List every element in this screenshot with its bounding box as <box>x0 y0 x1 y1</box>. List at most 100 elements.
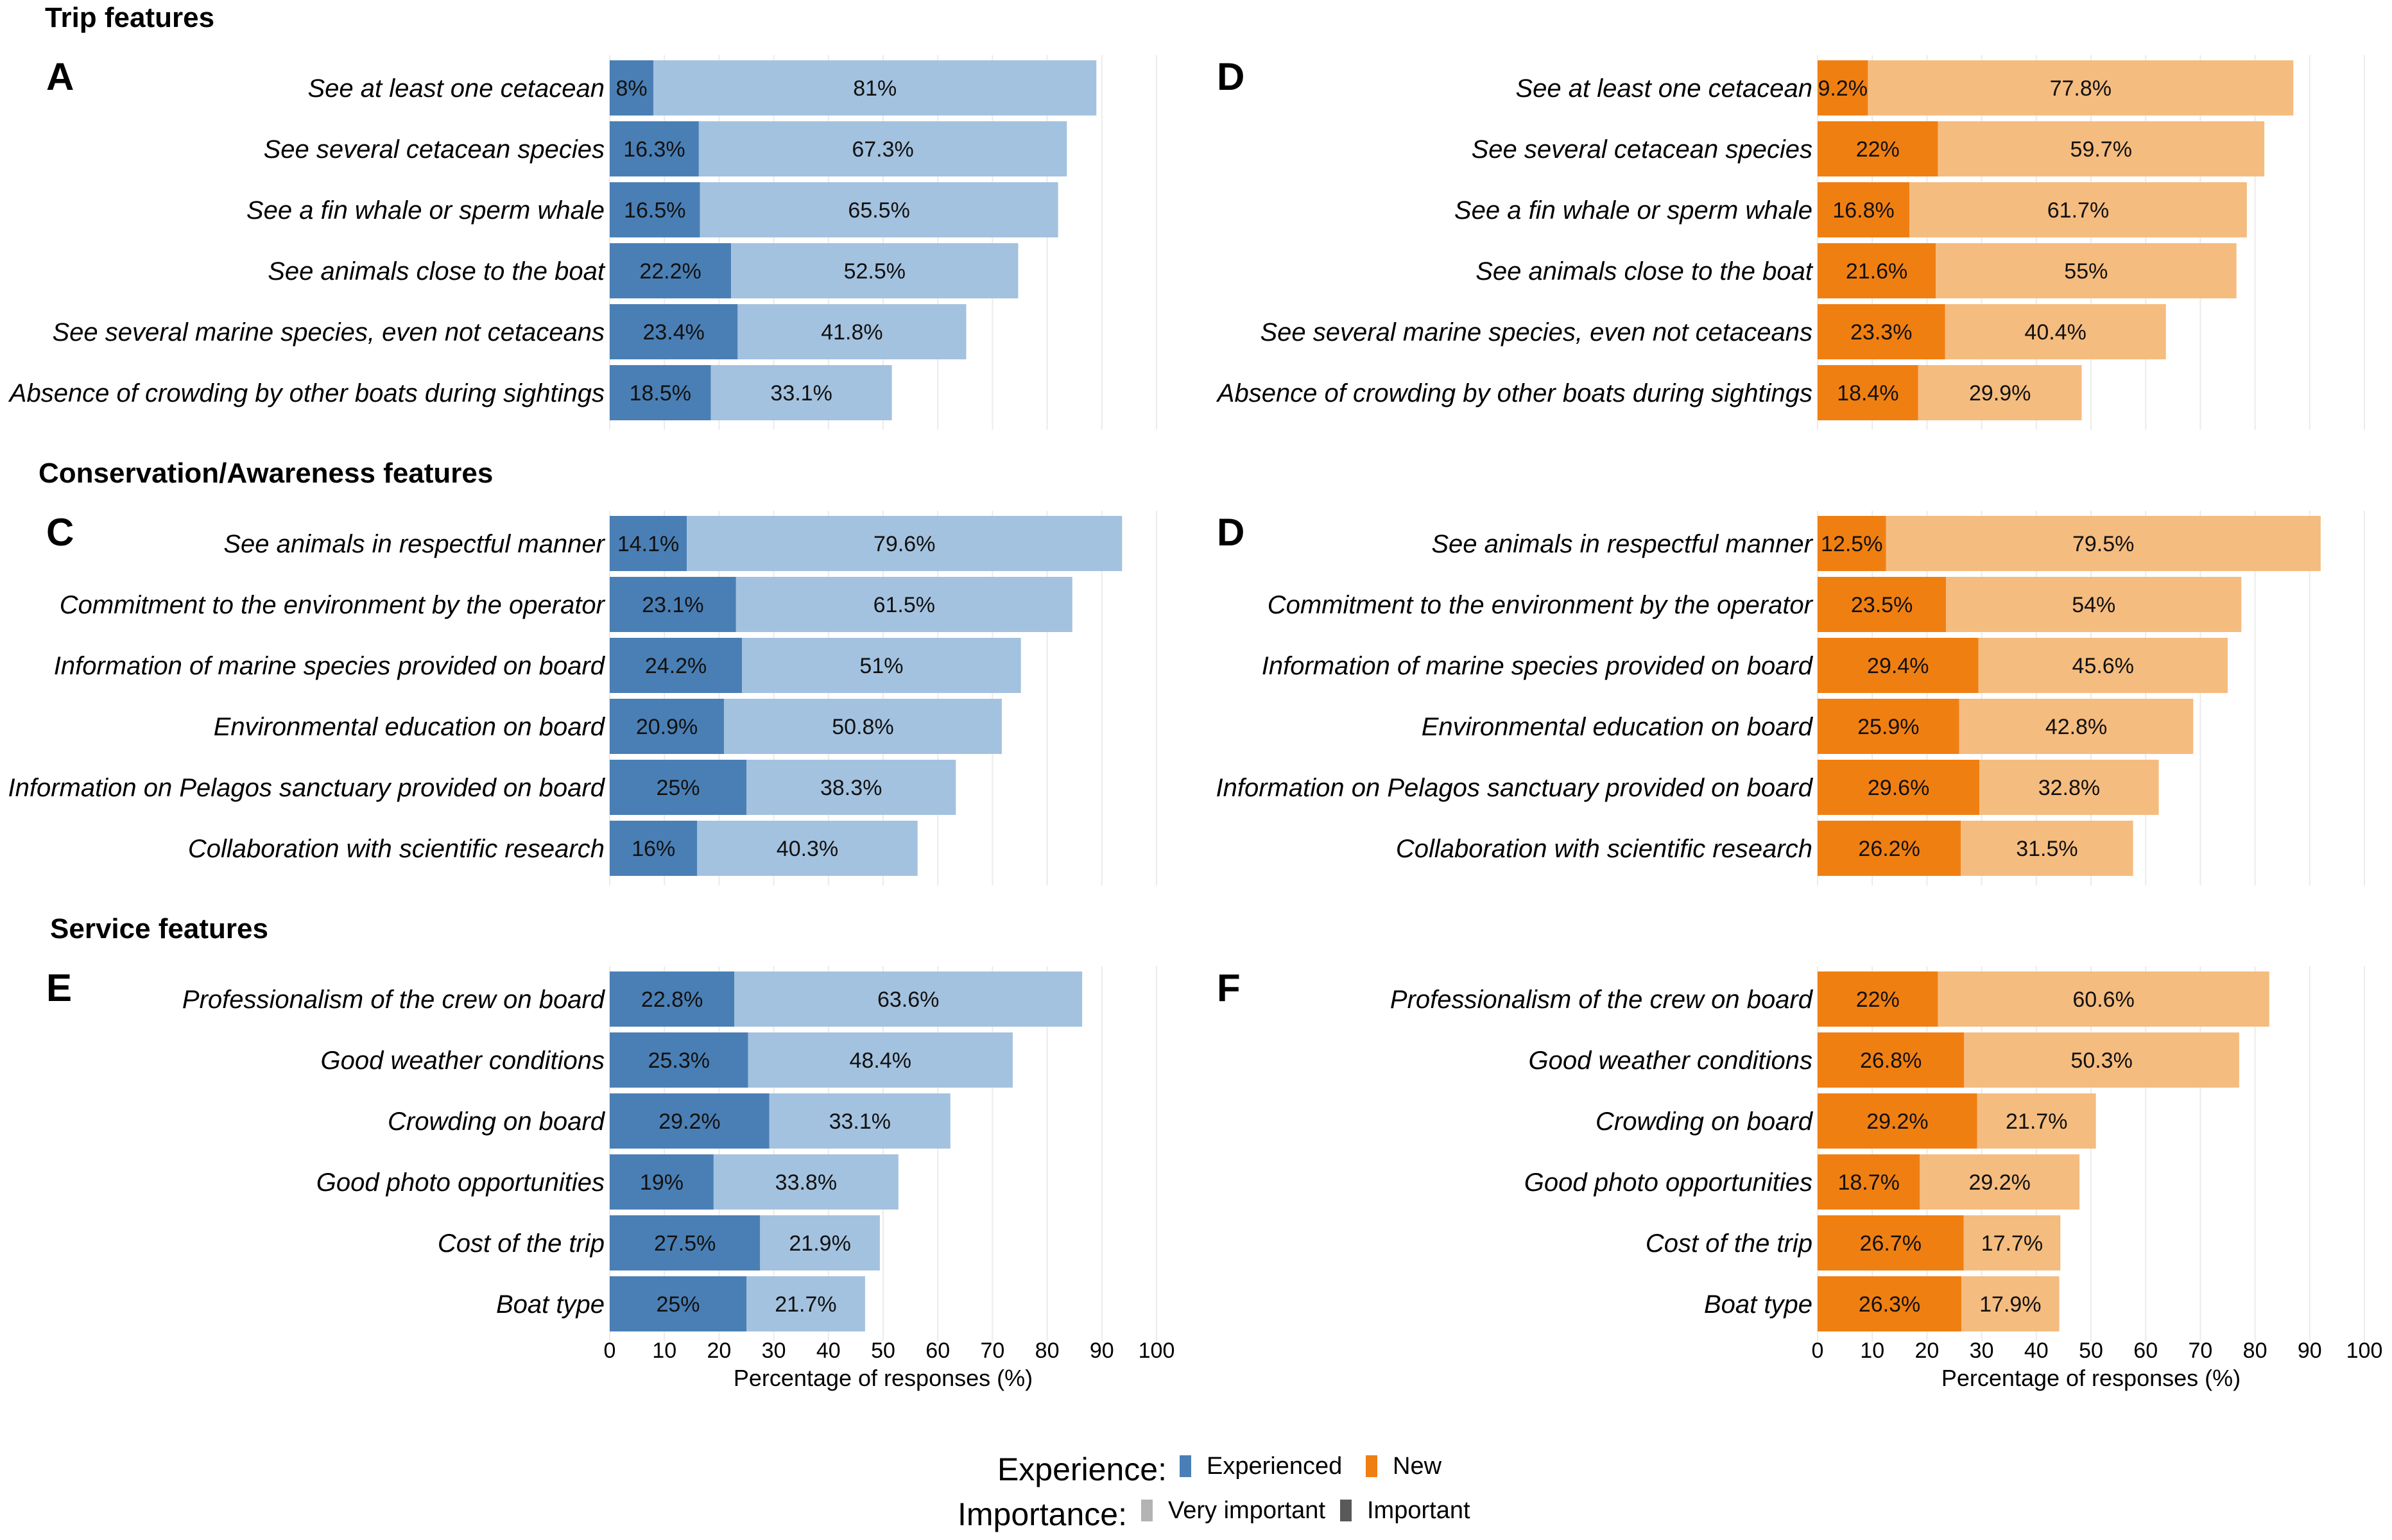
section-3-panel-e-experienced-x-axis-title: Percentage of responses (%) <box>734 1365 1033 1391</box>
section-3-panel-e-experienced-x-tick-label: 30 <box>762 1339 786 1363</box>
section-3-panel-f-new-bar-important <box>1818 1032 1965 1088</box>
section-3-panel-f-new-data-label-very-important: 17.9% <box>1979 1292 2041 1317</box>
section-3-panel-e-experienced-data-label-important: 25.3% <box>648 1048 710 1073</box>
section-1-panel-d-new-data-label-important: 21.6% <box>1846 259 1907 284</box>
section-3-panel-e-experienced-category-label: Professionalism of the crew on board <box>182 986 606 1014</box>
section-3-panel-e-experienced-category-label: Boat type <box>496 1290 605 1319</box>
section-2-panel-c-experienced-bar-important <box>610 699 725 754</box>
section-2-panel-c-experienced-data-label-important: 24.2% <box>645 654 707 678</box>
section-2-panel-c-experienced-bar-very-important <box>724 699 1002 754</box>
section-1-panel-a-experienced-bar-important <box>610 182 700 237</box>
section-2-panel-c-experienced-bar-very-important <box>697 821 918 876</box>
section-1-panel-a-experienced-bar-important <box>610 121 699 176</box>
section-1-panel-d-new-bar-important <box>1818 121 1938 176</box>
section-2-panel-d-new-category-label: Commitment to the environment by the ope… <box>1268 591 1814 619</box>
section-3-panel-f-new-category-label: Good photo opportunities <box>1524 1168 1812 1197</box>
section-1-panel-a-experienced-data-label-very-important: 52.5% <box>844 259 906 284</box>
section-3-panel-e-experienced-bar-very-important <box>748 1032 1013 1088</box>
section-2-panel-c-experienced-category-label: Commitment to the environment by the ope… <box>60 591 606 619</box>
section-1-panel-a-experienced-bar-very-important <box>698 121 1067 176</box>
legend-label-experienced: Experienced <box>1207 1453 1342 1480</box>
section-2-panel-c-experienced-data-label-very-important: 40.3% <box>777 837 838 861</box>
section-2-panel-d-new-bar-very-important <box>1979 760 2159 815</box>
section-1-panel-a-experienced-bar-very-important <box>731 243 1019 298</box>
section-3-panel-f-new-bar-important <box>1818 971 1938 1027</box>
section-2-panel-c-experienced-data-label-important: 23.1% <box>642 593 703 617</box>
section-2-panel-c-experienced-bar-important <box>610 577 736 632</box>
section-3-panel-f-new-x-tick-label: 90 <box>2298 1339 2322 1363</box>
section-2-panel-c-experienced-bar-very-important <box>736 577 1072 632</box>
section-1-panel-a-experienced-data-label-very-important: 81% <box>853 76 897 101</box>
section-3-panel-e-experienced-category-label: Good photo opportunities <box>316 1168 605 1197</box>
section-2-panel-d-new-data-label-very-important: 54% <box>2072 593 2115 617</box>
section-3-panel-f-new-x-tick-label: 70 <box>2188 1339 2212 1363</box>
section-2-panel-d-new-bar-very-important <box>1961 821 2133 876</box>
section-1-panel-d-new-category-label: See animals close to the boat <box>1476 257 1814 286</box>
section-2-panel-c-experienced-data-label-very-important: 51% <box>859 654 903 678</box>
section-2-panel-d-new-data-label-important: 29.6% <box>1868 776 1929 800</box>
section-3-panel-f-new-bar-very-important <box>1963 1215 2061 1270</box>
section-1-panel-a-experienced-bar-very-important <box>653 60 1097 116</box>
section-1-panel-d-new-bar-very-important <box>1945 304 2166 359</box>
section-3-panel-f-new-bar-important <box>1818 1215 1964 1270</box>
section-3-panel-f-new-category-label: Cost of the trip <box>1646 1229 1812 1258</box>
section-3-panel-e-experienced-bar-important <box>610 1215 761 1270</box>
section-1-panel-a-experienced-letter: A <box>46 55 74 98</box>
section-3-panel-f-new-data-label-important: 26.8% <box>1860 1048 1922 1073</box>
section-1-panel-d-new-data-label-very-important: 77.8% <box>2050 76 2112 101</box>
section-2-panel-d-new-category-label: Collaboration with scientific research <box>1396 835 1812 863</box>
section-1-panel-a-experienced-data-label-very-important: 65.5% <box>848 198 909 223</box>
section-1-panel-a-experienced-category-label: Absence of crowding by other boats durin… <box>8 379 605 407</box>
section-3-panel-f-new-x-tick-label: 80 <box>2243 1339 2267 1363</box>
section-2-panel-c-experienced-bar-very-important <box>746 760 956 815</box>
section-2-panel-c-experienced-data-label-important: 20.9% <box>636 715 698 739</box>
section-3-panel-f-new-bar-important <box>1818 1154 1920 1210</box>
section-3-panel-e-experienced-x-tick-label: 20 <box>707 1339 731 1363</box>
section-1-title: Trip features <box>45 2 214 33</box>
section-1-panel-a-experienced-category-label: See animals close to the boat <box>268 257 606 286</box>
section-2-panel-d-new-data-label-very-important: 79.5% <box>2072 532 2134 556</box>
section-3-panel-e-experienced-data-label-very-important: 33.8% <box>775 1170 837 1195</box>
section-2-panel-d-new-bar-very-important <box>1959 699 2194 754</box>
section-2-panel-c-experienced-data-label-very-important: 38.3% <box>820 776 882 800</box>
section-1-panel-a-experienced-bar-important <box>610 243 732 298</box>
section-3-panel-e-experienced-data-label-important: 29.2% <box>658 1109 720 1134</box>
section-2-panel-d-new-bar-important <box>1818 516 1886 571</box>
section-2-panel-c-experienced-letter: C <box>46 511 74 554</box>
section-3-panel-f-new-bar-very-important <box>1920 1154 2080 1210</box>
section-1-panel-a-experienced-data-label-important: 16.3% <box>623 137 685 162</box>
section-2-panel-c-experienced-category-label: Collaboration with scientific research <box>188 835 605 863</box>
section-2-title: Conservation/Awareness features <box>39 458 493 489</box>
bars-layer <box>610 60 2321 1331</box>
section-3-panel-e-experienced-bar-very-important <box>713 1154 899 1210</box>
section-2-panel-c-experienced-category-label: Environmental education on board <box>214 713 606 741</box>
section-1-panel-a-experienced-data-label-important: 8% <box>616 76 648 101</box>
section-3-panel-f-new-bar-very-important <box>1938 971 2269 1027</box>
section-1-panel-a-experienced-data-label-very-important: 41.8% <box>821 320 882 345</box>
section-3-panel-e-experienced-data-label-very-important: 33.1% <box>829 1109 891 1134</box>
section-3-panel-f-new-data-label-important: 26.3% <box>1859 1292 1920 1317</box>
section-2-panel-c-experienced-data-label-very-important: 79.6% <box>873 532 935 556</box>
section-3-panel-f-new-x-tick-label: 100 <box>2346 1339 2383 1363</box>
section-1-panel-d-new-bar-important <box>1818 243 1936 298</box>
legend-swatch-important <box>1340 1500 1352 1521</box>
section-2-panel-d-new-bar-important <box>1818 577 1947 632</box>
legend: Experience: Importance: Experienced New Very… <box>958 1451 1470 1532</box>
section-1-panel-d-new-category-label: See several cetacean species <box>1472 135 1812 164</box>
section-1-panel-a-experienced-bar-important <box>610 365 711 420</box>
section-1-panel-a-experienced-data-label-important: 16.5% <box>624 198 685 223</box>
section-1-panel-d-new-category-label: Absence of crowding by other boats durin… <box>1216 379 1812 407</box>
section-3-panel-f-new-data-label-very-important: 60.6% <box>2072 988 2134 1012</box>
legend-swatch-new <box>1366 1455 1377 1477</box>
section-2-panel-c-experienced-bar-important <box>610 760 746 815</box>
section-3-panel-f-new-bar-very-important <box>1961 1276 2060 1331</box>
section-1-panel-a-experienced-category-label: See several marine species, even not cet… <box>53 318 605 346</box>
section-3-panel-f-new-letter: F <box>1217 966 1241 1009</box>
section-3-panel-e-experienced-x-tick-label: 0 <box>604 1339 616 1363</box>
section-2-panel-c-experienced-data-label-important: 14.1% <box>617 532 679 556</box>
text-layer: Trip features A 8% 81% See at least one ceta… <box>8 2 2383 1391</box>
section-3-panel-f-new-bar-important <box>1818 1093 1977 1149</box>
section-3-panel-e-experienced-category-label: Good weather conditions <box>321 1047 605 1075</box>
section-2-panel-d-new-category-label: Information of marine species provided o… <box>1262 652 1814 680</box>
